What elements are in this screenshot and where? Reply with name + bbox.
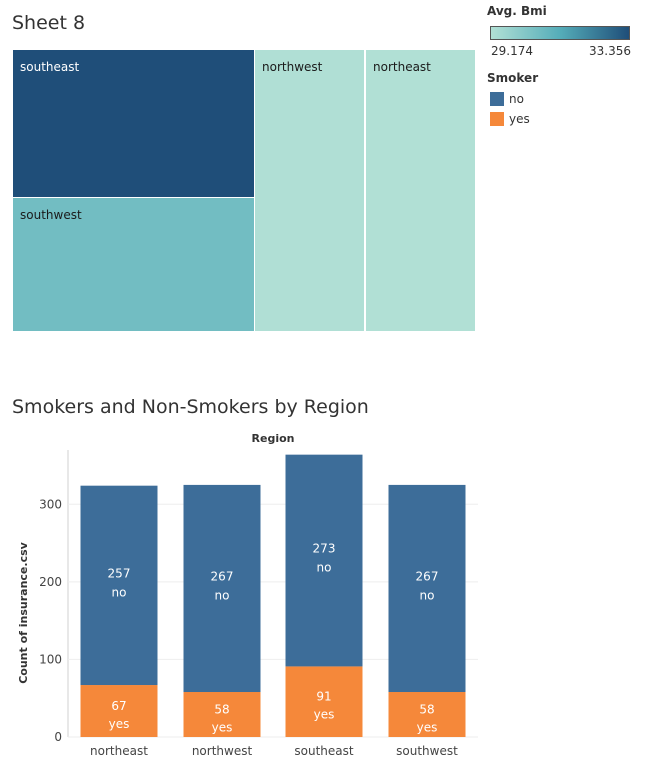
x-tick-label: southwest bbox=[396, 744, 458, 758]
bar-no-northeast[interactable] bbox=[80, 485, 158, 686]
data-label-no-value: 267 bbox=[416, 569, 439, 583]
data-label-yes-value: 67 bbox=[111, 699, 126, 713]
smoker-legend-title: Smoker bbox=[487, 71, 539, 85]
treemap-title: Sheet 8 bbox=[12, 12, 86, 34]
bar-no-southwest[interactable] bbox=[388, 484, 466, 693]
bar-yes-northwest[interactable] bbox=[183, 692, 261, 737]
treemap-cell-northeast[interactable] bbox=[366, 50, 475, 331]
bar-chart-title: Smokers and Non-Smokers by Region bbox=[12, 396, 369, 418]
color-legend-max: 33.356 bbox=[589, 44, 631, 58]
data-label-no-name: no bbox=[317, 561, 332, 575]
data-label-yes-name: yes bbox=[417, 721, 438, 735]
y-tick-label: 200 bbox=[39, 575, 62, 589]
bar-yes-southeast[interactable] bbox=[285, 666, 363, 737]
y-tick-label: 300 bbox=[39, 497, 62, 511]
treemap-label-northwest: northwest bbox=[262, 60, 323, 74]
color-legend-title: Avg. Bmi bbox=[487, 4, 547, 18]
bar-yes-northeast[interactable] bbox=[80, 685, 158, 737]
treemap-cell-northwest[interactable] bbox=[255, 50, 364, 331]
y-axis-title: Count of insurance.csv bbox=[17, 541, 30, 683]
treemap: southeast southwest northwest northeast bbox=[13, 50, 475, 331]
data-label-yes-value: 91 bbox=[316, 690, 331, 704]
data-label-no-name: no bbox=[112, 585, 127, 599]
x-tick-label: northeast bbox=[90, 744, 148, 758]
legend-label-no: no bbox=[509, 92, 524, 106]
bar-no-southeast[interactable] bbox=[285, 454, 363, 667]
legend-swatch-no[interactable] bbox=[490, 92, 504, 106]
data-label-no-value: 257 bbox=[108, 566, 131, 580]
treemap-label-southeast: southeast bbox=[20, 60, 79, 74]
data-label-yes-value: 58 bbox=[419, 703, 434, 717]
treemap-label-northeast: northeast bbox=[373, 60, 431, 74]
treemap-label-southwest: southwest bbox=[20, 208, 82, 222]
legend-label-yes: yes bbox=[509, 112, 530, 126]
treemap-cell-southeast[interactable] bbox=[13, 50, 254, 197]
data-label-yes-name: yes bbox=[109, 717, 130, 731]
bar-no-northwest[interactable] bbox=[183, 484, 261, 693]
data-label-yes-value: 58 bbox=[214, 703, 229, 717]
stacked-bar-chart: Region 0 100 200 300 67 yes 257 no 58 yes 267 no 91… bbox=[17, 432, 478, 758]
y-tick-label: 0 bbox=[54, 730, 62, 744]
data-label-no-name: no bbox=[420, 588, 435, 602]
x-tick-label: northwest bbox=[192, 744, 253, 758]
data-label-yes-name: yes bbox=[212, 721, 233, 735]
data-label-no-value: 273 bbox=[313, 542, 336, 556]
legend-swatch-yes[interactable] bbox=[490, 112, 504, 126]
color-legend-min: 29.174 bbox=[491, 44, 533, 58]
treemap-cell-southwest[interactable] bbox=[13, 198, 254, 331]
data-label-no-value: 267 bbox=[211, 569, 234, 583]
bar-yes-southwest[interactable] bbox=[388, 692, 466, 737]
x-axis-title: Region bbox=[252, 432, 295, 445]
data-label-yes-name: yes bbox=[314, 708, 335, 722]
color-legend-gradient bbox=[490, 26, 630, 40]
x-tick-label: southeast bbox=[294, 744, 353, 758]
data-label-no-name: no bbox=[215, 588, 230, 602]
y-tick-label: 100 bbox=[39, 652, 62, 666]
